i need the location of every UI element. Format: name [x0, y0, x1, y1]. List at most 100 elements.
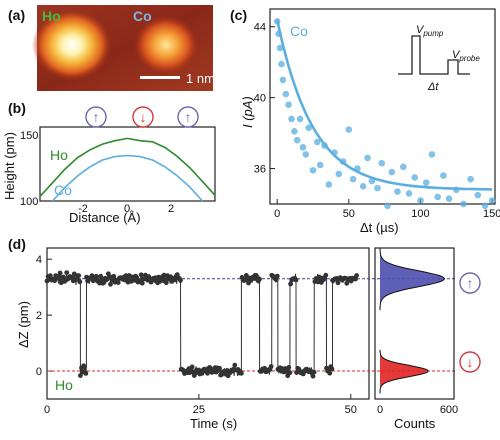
trace-point — [77, 279, 83, 285]
fit-curve — [275, 19, 493, 191]
scale-bar — [140, 76, 180, 79]
trace-point — [76, 273, 82, 278]
data-point — [467, 175, 474, 183]
data-point — [359, 183, 367, 190]
data-point — [428, 151, 436, 158]
panel-c-ylabel: I (pA) — [240, 96, 255, 128]
ytick-label: 44 — [254, 22, 266, 34]
panel-b-frame — [39, 126, 216, 202]
panel-d-yticks: 4 2 0 — [36, 254, 52, 378]
trace-point — [310, 373, 316, 379]
trace-point — [288, 281, 293, 287]
panel-c: (c) I (pA) Δt (µs) 44 40 36 0 50 100 150 Co V… — [230, 7, 500, 235]
pulse-pump-label: Vpump — [416, 24, 444, 38]
trace-point — [108, 281, 113, 287]
trace-point — [111, 273, 117, 279]
spin-up-icon — [85, 106, 107, 128]
spin-down-icon — [132, 106, 154, 128]
xtick-label: 0 — [274, 208, 280, 220]
panel-d-plot — [44, 270, 455, 379]
data-point — [345, 126, 353, 133]
data-point — [378, 159, 386, 167]
data-point — [374, 184, 381, 192]
trace-point — [64, 270, 70, 275]
panel-c-plot — [273, 18, 496, 210]
ytick-label: 40 — [254, 93, 266, 105]
trace-point — [311, 369, 317, 375]
panel-b-xlabel: Distance (Å) — [69, 210, 141, 225]
trace-point — [327, 370, 333, 376]
trace-point — [205, 370, 210, 376]
spin-up-arrow: ↑ — [93, 109, 100, 125]
pulse-waveform — [398, 35, 470, 75]
spin-down-arrow: ↓ — [140, 109, 147, 125]
data-point — [440, 172, 447, 179]
data-point — [445, 195, 453, 202]
panel-a: (a) Ho Co 1 nm — [8, 5, 215, 91]
pulse-scheme-inset: Vpump Vprobe Δt — [398, 24, 480, 93]
panel-d-frame — [46, 247, 370, 400]
trace-point — [78, 373, 83, 378]
histogram-fit-down — [379, 349, 429, 394]
trace-point — [93, 273, 99, 279]
trace-point — [74, 276, 79, 282]
xtick-label: 0 — [44, 404, 50, 416]
pulse-probe-label: Vprobe — [452, 49, 480, 63]
trace-point — [115, 280, 121, 285]
data-point — [276, 44, 284, 52]
panel-d: (d) ΔZ (pm) Time (s) 420 0 25 50 Ho 0 600 … — [8, 236, 481, 431]
data-point — [474, 191, 482, 199]
data-point — [282, 90, 290, 98]
data-point — [388, 168, 396, 176]
trace-point — [178, 278, 183, 283]
data-point — [299, 144, 307, 151]
data-point — [325, 181, 333, 188]
panel-b-co-label: Co — [54, 182, 72, 198]
trace-point — [274, 273, 280, 279]
histogram-xtick-600: 600 — [440, 404, 458, 416]
trace-point — [286, 365, 292, 370]
ho-adatom — [32, 9, 112, 81]
histogram-frame — [374, 247, 455, 400]
trace-point — [239, 370, 244, 376]
profile-line-co — [51, 154, 204, 202]
ytick-label: 36 — [254, 164, 266, 176]
data-point — [384, 202, 391, 210]
panel-b-plot — [39, 137, 216, 202]
trace-point — [189, 364, 195, 370]
histogram-plot — [379, 247, 445, 394]
data-point — [314, 138, 321, 146]
panel-b-label: (b) — [8, 100, 26, 116]
data-point — [364, 154, 371, 162]
panel-c-frame — [269, 8, 496, 205]
trace-point — [81, 363, 87, 369]
panel-c-yticks: 44 40 36 — [254, 22, 275, 176]
co-image-label: Co — [133, 8, 152, 24]
panel-b-ho-label: Ho — [50, 147, 68, 163]
panel-c-series-label: Co — [290, 23, 308, 39]
xtick-label: 100 — [411, 208, 429, 220]
panel-d-ylabel: ΔZ (pm) — [16, 301, 31, 348]
data-point — [400, 163, 407, 171]
data-point — [302, 151, 310, 158]
panel-b-xtick-neg2: -2 — [78, 203, 88, 215]
data-point — [422, 179, 430, 186]
spin-up-arrow-right: ↑ — [185, 109, 192, 125]
trace-point — [293, 277, 299, 283]
panel-b: (b) Height (pm) Distance (Å) 150 100 -2 … — [2, 100, 216, 225]
panel-b-xtick-0: 0 — [124, 203, 130, 215]
trace-point — [133, 273, 139, 279]
data-point — [285, 101, 292, 108]
histogram-fit-up — [379, 248, 445, 311]
trace-point — [138, 272, 144, 278]
trace-point — [273, 277, 279, 283]
data-point — [349, 175, 357, 183]
histogram-xlabel: Counts — [394, 416, 436, 431]
scale-bar-label: 1 nm — [186, 71, 215, 86]
data-point — [288, 115, 295, 123]
trace-point — [287, 370, 293, 376]
spin-up-icon-right — [177, 106, 199, 128]
ytick-label: 2 — [36, 310, 42, 322]
data-point — [411, 174, 419, 181]
histogram-down — [380, 348, 429, 394]
